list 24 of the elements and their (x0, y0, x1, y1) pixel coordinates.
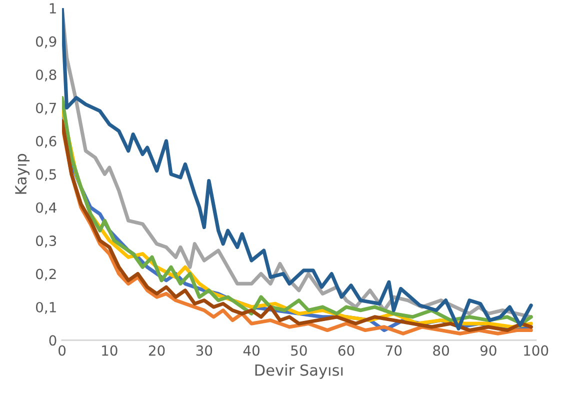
x-axis-title: Devir Sayısı (255, 364, 343, 379)
x-tick-label: 80 (433, 345, 449, 356)
x-tick-label: 50 (291, 345, 307, 356)
y-tick-label: 0,9 (36, 36, 56, 48)
x-tick-label: 10 (102, 345, 118, 356)
y-tick-label: 0,2 (36, 268, 56, 281)
y-tick-label: 1 (50, 3, 56, 14)
x-tick-label: 90 (480, 345, 496, 356)
y-tick-label: 0,5 (36, 169, 56, 182)
x-tick-label: 30 (196, 345, 212, 356)
y-axis-title: Kayıp (15, 154, 30, 194)
x-tick-label: 20 (148, 345, 165, 356)
x-tick-label: 70 (386, 345, 402, 356)
y-tick-label: 0,4 (36, 202, 56, 214)
y-tick-label: 0,6 (36, 136, 56, 148)
y-tick-label: 0 (49, 335, 56, 346)
y-tick-label: 0,7 (36, 102, 56, 115)
x-tick-label: 40 (243, 345, 260, 356)
x-tick-label: 100 (524, 345, 548, 356)
x-tick-label: 60 (338, 345, 354, 356)
y-tick-label: 0,8 (36, 69, 56, 82)
y-tick-label: 0,3 (36, 236, 56, 248)
y-tick-label: 0,1 (36, 302, 56, 314)
x-tick-label: 0 (58, 345, 66, 356)
